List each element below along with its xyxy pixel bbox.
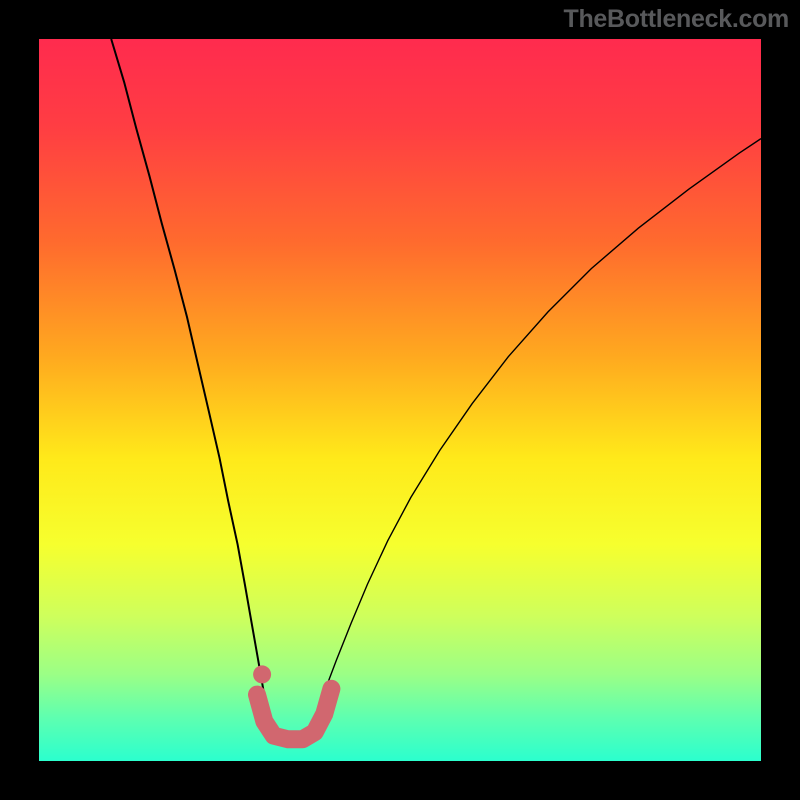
- curve-overlay: [39, 39, 761, 761]
- valley-marker-dot: [253, 665, 271, 683]
- left-curve: [111, 39, 270, 721]
- chart-root: TheBottleneck.com: [0, 0, 800, 800]
- watermark-text: TheBottleneck.com: [563, 5, 789, 34]
- plot-area: [39, 39, 761, 761]
- right-curve: [313, 139, 761, 722]
- valley-marker: [257, 689, 331, 740]
